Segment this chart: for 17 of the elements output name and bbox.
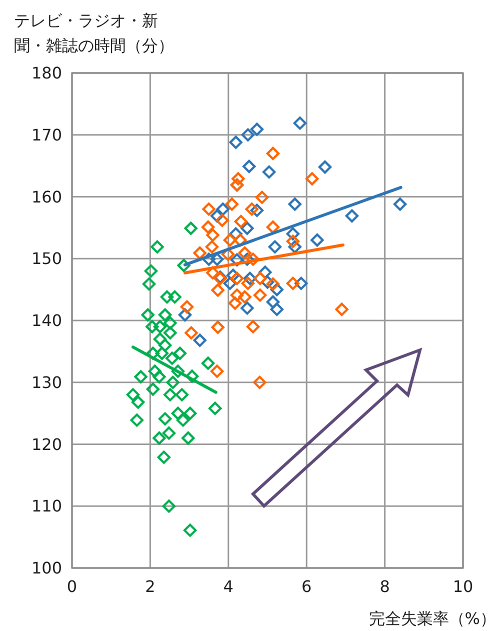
y-axis-title: テレビ・ラジオ・新聞・雑誌の時間（分） xyxy=(14,11,174,55)
x-tick-label: 10 xyxy=(452,577,474,596)
y-tick-label: 160 xyxy=(31,187,62,206)
y-tick-label: 150 xyxy=(31,249,62,268)
x-tick-label: 0 xyxy=(66,577,78,596)
y-tick-label: 100 xyxy=(31,558,62,578)
x-tick-label: 2 xyxy=(145,577,156,596)
y-tick-label: 180 xyxy=(31,64,62,83)
y-tick-label: 110 xyxy=(31,496,62,516)
y-tick-label: 130 xyxy=(31,372,62,392)
y-tick-label: 140 xyxy=(31,311,62,330)
y-tick-label: 170 xyxy=(31,125,62,144)
x-tick-label: 4 xyxy=(223,577,234,596)
y-tick-label: 120 xyxy=(31,434,62,454)
x-axis-title: 完全失業率（%） xyxy=(368,609,496,628)
x-tick-label: 8 xyxy=(380,577,390,596)
x-tick-label: 6 xyxy=(302,577,312,596)
